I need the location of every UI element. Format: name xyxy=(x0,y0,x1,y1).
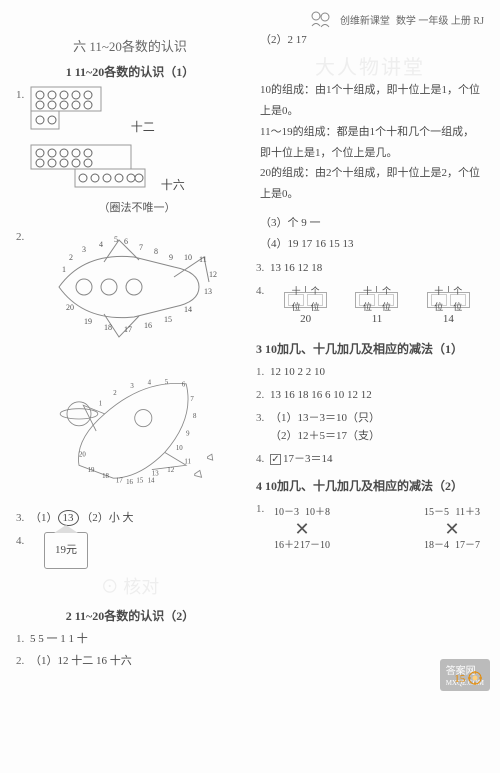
svg-text:4: 4 xyxy=(148,379,152,386)
s3q3: 3. （1）13－3＝10（只） （2）12＋5＝17（支） xyxy=(256,409,484,446)
q1-note: （圈法不唯一） xyxy=(30,199,244,218)
svg-text:19: 19 xyxy=(84,317,92,326)
s3q4: 4. ✓17－3＝14 xyxy=(256,450,484,469)
section-4-title: 4 10加几、十几加几及相应的减法（2） xyxy=(256,477,484,494)
s4q1: 1. 10－310＋8 ✕ 16＋217－10 15－511＋3 ✕ 18－41… xyxy=(256,500,484,554)
svg-text:7: 7 xyxy=(139,243,143,252)
svg-text:20: 20 xyxy=(66,303,74,312)
q3-num: 3. xyxy=(16,509,30,528)
q1: 1. xyxy=(16,86,244,224)
abacus-2: 十位个位 11 xyxy=(355,286,398,329)
s2q2: 2. （1）12 十二 16 十六 xyxy=(16,652,244,671)
svg-text:3: 3 xyxy=(130,383,134,390)
q1-label-a: 十二 xyxy=(131,117,155,137)
para3: 20的组成：由2个十组成，即十位上是2，个位上是0。 xyxy=(256,163,484,205)
section-3-title: 3 10加几、十几加几及相应的减法（1） xyxy=(256,340,484,357)
q1-label-b: 十六 xyxy=(161,175,185,195)
svg-text:2: 2 xyxy=(69,253,73,262)
para1: 10的组成：由1个十组成，即十位上是1，个位上是0。 xyxy=(256,80,484,122)
line4: （4）19 17 16 15 13 xyxy=(256,234,484,255)
q1-num: 1. xyxy=(16,86,30,105)
svg-text:9: 9 xyxy=(169,253,173,262)
cross-1b: 15－511＋3 ✕ 18－417－7 xyxy=(424,504,480,554)
svg-text:18: 18 xyxy=(104,323,112,332)
svg-text:16: 16 xyxy=(126,479,133,486)
svg-text:16: 16 xyxy=(144,321,152,330)
s2q1: 1. 5 5 一 1 1 十 xyxy=(16,630,244,649)
cont-line: （2）2 17 xyxy=(256,30,484,51)
svg-text:6: 6 xyxy=(124,237,128,246)
para2: 11～19的组成：都是由1个十和几个一组成，即十位上是1，个位上是几。 xyxy=(256,122,484,164)
svg-text:6: 6 xyxy=(182,381,186,388)
page-number: 15 xyxy=(454,671,482,685)
svg-text:3: 3 xyxy=(82,245,86,254)
svg-text:1: 1 xyxy=(62,265,66,274)
svg-text:11: 11 xyxy=(199,255,207,264)
q3-circled: 13 xyxy=(58,510,79,526)
svg-text:1: 1 xyxy=(99,400,103,407)
svg-text:15: 15 xyxy=(136,477,143,484)
q3: 3. （1）13 （2）小 大 xyxy=(16,509,244,528)
svg-text:14: 14 xyxy=(148,477,155,484)
right-column: （2）2 17 大人物讲堂 10的组成：由1个十组成，即十位上是1，个位上是0。… xyxy=(256,30,484,675)
svg-text:4: 4 xyxy=(99,240,103,249)
svg-text:18: 18 xyxy=(102,473,109,480)
abacus-1: 十位个位 20 xyxy=(284,286,327,329)
s3q1: 1. 12 10 2 2 10 xyxy=(256,363,484,382)
q4-num: 4. xyxy=(16,532,30,551)
svg-text:15: 15 xyxy=(164,315,172,324)
rq4: 4. 十位个位 20 十位个位 11 xyxy=(256,282,484,333)
page-header: 创维新课堂 数学 一年级 上册 RJ xyxy=(16,10,484,28)
svg-text:20: 20 xyxy=(79,451,86,458)
check-icon: ✓ xyxy=(270,454,281,465)
q3-pre: （1） xyxy=(30,512,58,524)
svg-text:8: 8 xyxy=(154,247,158,256)
left-column: 六 11~20各数的认识 1 11~20各数的认识（1） 1. xyxy=(16,30,244,675)
rocket-drawing: 123 456 789 101112 131415 161718 1920 xyxy=(30,367,244,506)
svg-text:10: 10 xyxy=(176,445,183,452)
svg-text:13: 13 xyxy=(152,470,159,477)
q2-num: 2. xyxy=(16,228,30,247)
stamp-watermark: ⊙ 核对 xyxy=(16,573,244,599)
svg-text:17: 17 xyxy=(116,477,123,484)
svg-text:12: 12 xyxy=(209,270,217,279)
svg-text:5: 5 xyxy=(165,379,169,386)
envelope-19: 19元 xyxy=(44,532,88,569)
q2: 2. 123 xyxy=(16,228,244,505)
apples-group-12 xyxy=(30,121,123,133)
section-1-title: 1 11~20各数的认识（1） xyxy=(16,63,244,80)
svg-text:12: 12 xyxy=(167,467,174,474)
svg-text:7: 7 xyxy=(190,396,194,403)
abacus-3: 十位个位 14 xyxy=(427,286,470,329)
header-brand: 创维新课堂 xyxy=(340,12,390,27)
svg-text:9: 9 xyxy=(186,430,190,437)
svg-text:17: 17 xyxy=(124,325,132,334)
svg-text:5: 5 xyxy=(114,235,118,244)
svg-text:10: 10 xyxy=(184,253,192,262)
section-2-title: 2 11~20各数的认识（2） xyxy=(16,607,244,624)
cross-1a: 10－310＋8 ✕ 16＋217－10 xyxy=(274,504,330,554)
airplane-drawing: 123 456 789 101112 131415 161718 1920 xyxy=(30,228,244,367)
s3q2: 2. 13 16 18 16 6 10 12 12 xyxy=(256,386,484,405)
rq3: 3. 13 16 12 18 xyxy=(256,259,484,278)
kids-icon xyxy=(308,10,334,28)
line3: （3）个 9 一 xyxy=(256,213,484,234)
svg-text:19: 19 xyxy=(88,467,95,474)
svg-text:13: 13 xyxy=(204,287,212,296)
q4: 4. 19元 xyxy=(16,532,244,569)
apples-group-16 xyxy=(30,179,153,191)
chapter-title: 六 11~20各数的认识 xyxy=(16,36,244,55)
top-watermark: 大人物讲堂 xyxy=(256,51,484,80)
svg-text:14: 14 xyxy=(184,305,192,314)
q3-mid: （2）小 大 xyxy=(79,512,134,524)
svg-text:8: 8 xyxy=(193,413,197,420)
svg-text:11: 11 xyxy=(184,458,191,465)
header-subject: 数学 一年级 上册 RJ xyxy=(396,12,484,27)
svg-text:2: 2 xyxy=(113,390,117,397)
